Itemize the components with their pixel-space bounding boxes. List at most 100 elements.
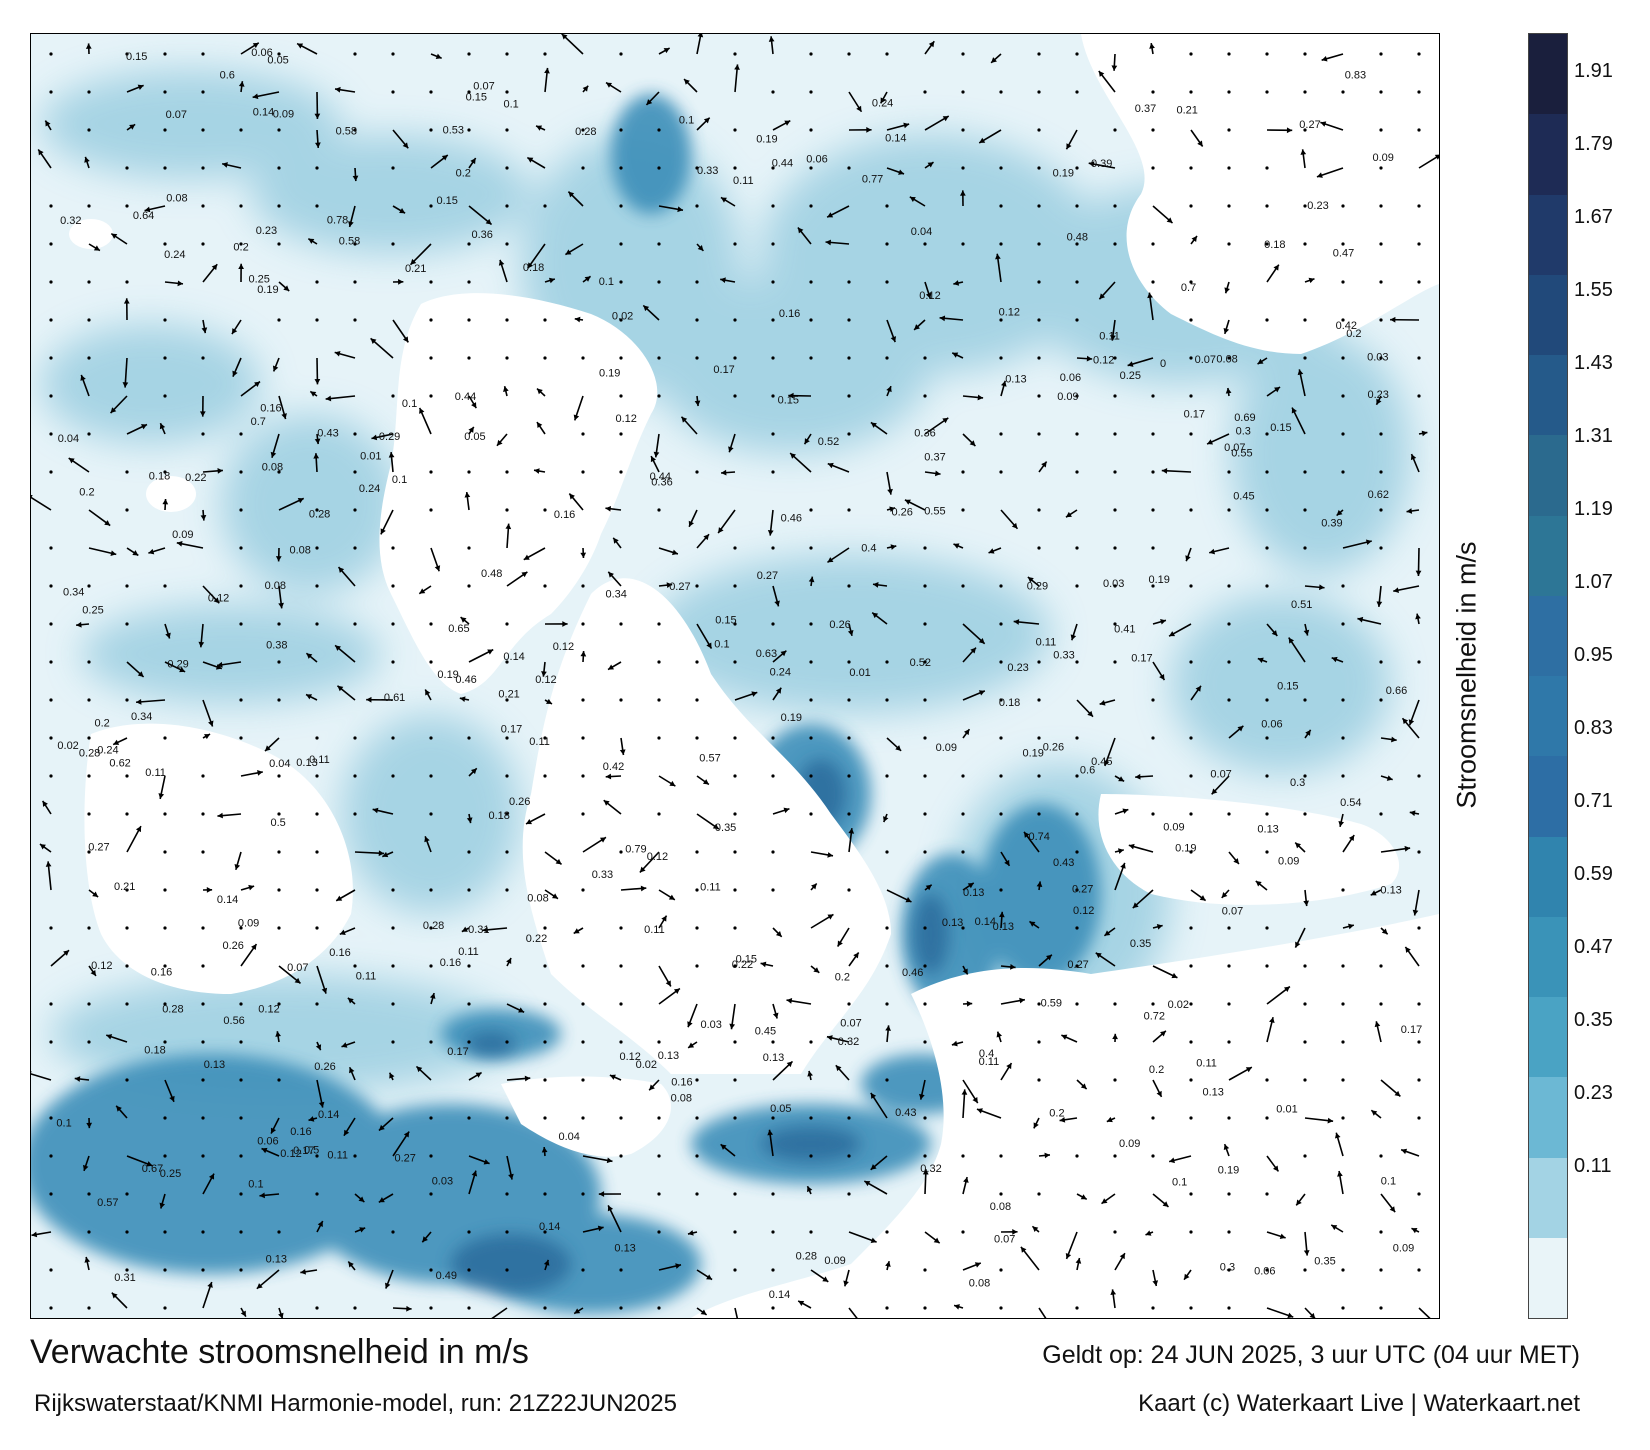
grid-dot [733, 926, 737, 930]
grid-dot [733, 964, 737, 968]
current-arrow [607, 1205, 622, 1233]
grid-dot [125, 1230, 129, 1234]
grid-dot [315, 850, 319, 854]
current-arrow [1065, 129, 1078, 150]
grid-dot [1113, 1230, 1117, 1234]
grid-dot [391, 660, 395, 664]
grid-dot [999, 584, 1003, 588]
current-arrow [1304, 584, 1325, 591]
speed-label: 0.08 [671, 1093, 692, 1105]
current-arrow [988, 547, 1002, 554]
speed-label: 0.06 [806, 154, 827, 166]
grid-dot [125, 622, 129, 626]
grid-dot [1113, 394, 1117, 398]
speed-label: 0.06 [1261, 719, 1282, 731]
grid-dot [771, 1040, 775, 1044]
current-arrow [658, 987, 681, 1005]
speed-label: 0.22 [732, 959, 753, 971]
grid-dot [733, 812, 737, 816]
grid-dot [429, 888, 433, 892]
grid-dot [1341, 1268, 1345, 1272]
speed-label: 0.28 [79, 748, 100, 760]
current-arrow [871, 612, 888, 625]
speed-label: 0.35 [1130, 938, 1151, 950]
grid-dot [1265, 1268, 1269, 1272]
speed-label: 0.11 [356, 971, 377, 983]
grid-dot [999, 812, 1003, 816]
speed-label: 0.09 [1057, 391, 1078, 403]
speed-label: 0.16 [440, 957, 461, 969]
grid-dot [695, 736, 699, 740]
current-arrow [415, 1065, 432, 1081]
colorbar-tick-label: 1.43 [1574, 352, 1613, 374]
current-arrow [1223, 319, 1230, 335]
colorbar-band [1529, 34, 1567, 115]
grid-dot [467, 128, 471, 132]
current-arrow [734, 691, 758, 701]
grid-dot [505, 356, 509, 360]
current-arrow [1390, 316, 1420, 323]
grid-dot [391, 90, 395, 94]
grid-dot [1189, 1192, 1193, 1196]
grid-dot [315, 204, 319, 208]
grid-dot [961, 128, 965, 132]
current-arrow [1288, 637, 1306, 663]
current-arrow [696, 533, 710, 549]
speed-label: 0.45 [1091, 756, 1112, 768]
grid-dot [1379, 470, 1383, 474]
speed-label: 0.16 [779, 308, 800, 320]
grid-dot [429, 356, 433, 360]
current-arrow [1013, 619, 1040, 625]
current-arrow [1065, 1231, 1078, 1260]
current-arrow [468, 157, 477, 169]
speed-label: 0.65 [448, 623, 469, 635]
grid-dot [1417, 242, 1421, 246]
grid-dot [429, 812, 433, 816]
current-arrow [924, 281, 932, 299]
current-arrow [199, 395, 206, 417]
grid-dot [809, 128, 813, 132]
grid-dot [1227, 52, 1231, 56]
speed-label: 0.09 [1163, 821, 1184, 833]
grid-dot [1379, 356, 1383, 360]
current-arrow [1380, 845, 1411, 853]
current-arrow [1099, 699, 1116, 706]
speed-label: 0.27 [88, 842, 109, 854]
speed-label: 0.12 [91, 960, 112, 972]
grid-dot [1265, 698, 1269, 702]
grid-dot [885, 698, 889, 702]
grid-dot [1151, 812, 1155, 816]
grid-dot [1151, 1306, 1155, 1310]
current-arrow [544, 851, 563, 865]
grid-dot [391, 774, 395, 778]
speed-label: 0.33 [1053, 650, 1074, 662]
speed-label: 0.09 [936, 742, 957, 754]
grid-dot [1075, 280, 1079, 284]
grid-dot [733, 888, 737, 892]
grid-dot [201, 90, 205, 94]
grid-dot [695, 1192, 699, 1196]
speed-label: 0.36 [651, 476, 672, 488]
current-arrow [88, 243, 101, 252]
grid-dot [163, 888, 167, 892]
current-arrow [990, 53, 1002, 64]
grid-dot [353, 964, 357, 968]
current-arrow [1393, 585, 1420, 593]
current-arrow [772, 585, 780, 607]
current-arrow [734, 1307, 739, 1318]
speed-label: 0.09 [1393, 1242, 1414, 1254]
grid-dot [49, 1116, 53, 1120]
current-arrow [870, 421, 888, 435]
grid-dot [885, 1078, 889, 1082]
colorbar-tick-label: 1.55 [1574, 279, 1613, 301]
grid-dot [163, 90, 167, 94]
speed-label: 0.1 [56, 1117, 71, 1129]
grid-dot [1189, 1306, 1193, 1310]
grid-dot [923, 1154, 927, 1158]
grid-dot [1037, 128, 1041, 132]
grid-dot [1303, 470, 1307, 474]
grid-dot [87, 318, 91, 322]
grid-dot [353, 622, 357, 626]
grid-dot [1417, 356, 1421, 360]
grid-dot [87, 128, 91, 132]
